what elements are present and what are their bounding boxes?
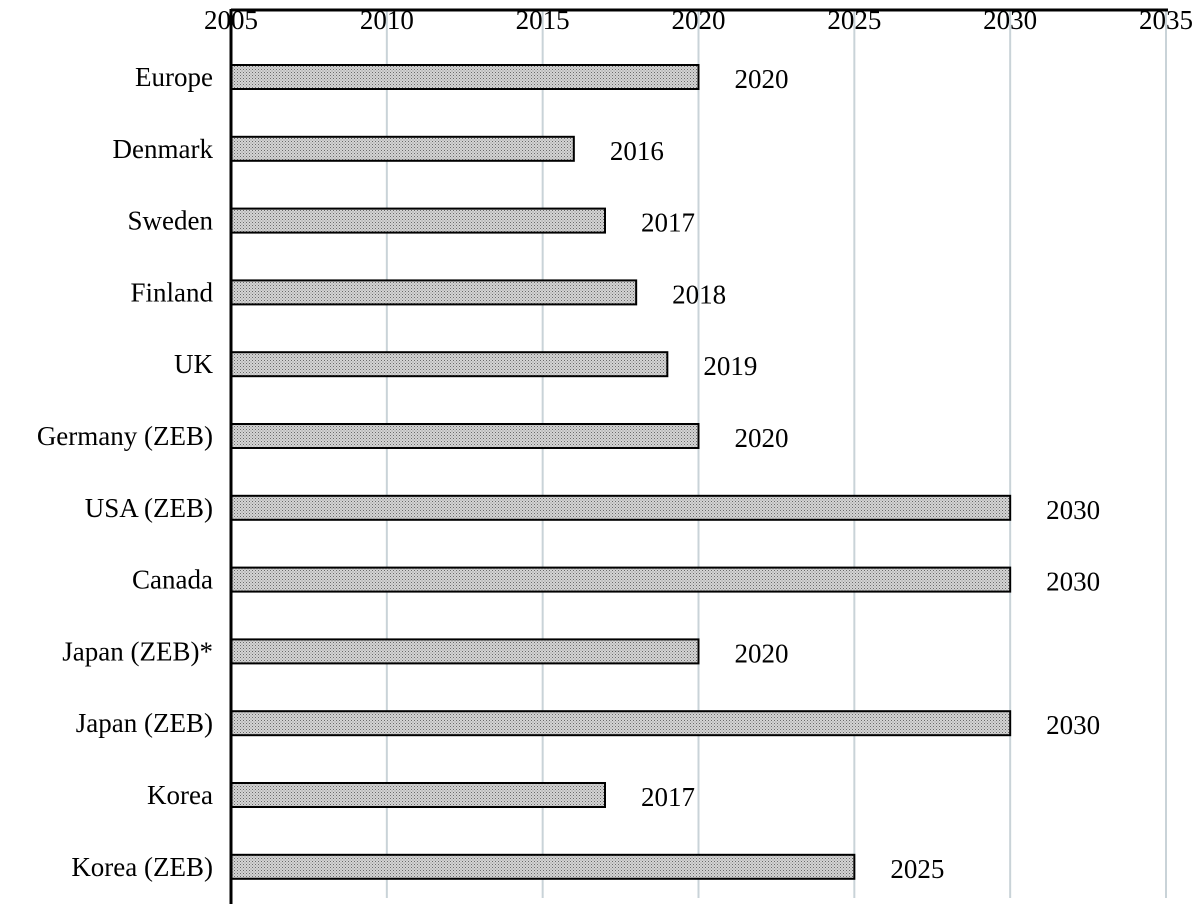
category-label: Sweden: [128, 206, 214, 236]
category-label: Korea: [147, 780, 213, 810]
data-label: 2025: [890, 854, 944, 884]
bar-korea: [230, 782, 606, 808]
category-label: USA (ZEB): [85, 493, 213, 523]
data-label: 2020: [735, 64, 789, 94]
category-label: Canada: [132, 565, 213, 595]
bar-japan-zeb: [230, 710, 1012, 737]
category-label: Germany (ZEB): [37, 421, 213, 451]
bar-denmark: [230, 135, 575, 162]
bar-japan-zeb: [230, 638, 700, 665]
x-tick-label: 2030: [983, 5, 1037, 35]
data-label: 2019: [703, 351, 757, 381]
category-label: Finland: [130, 277, 213, 307]
category-label: Europe: [135, 62, 213, 92]
x-tick-label: 2010: [360, 5, 414, 35]
bar-finland: [230, 279, 638, 306]
x-tick-label: 2025: [827, 5, 881, 35]
data-label: 2016: [610, 136, 664, 166]
axes: [229, 8, 1168, 904]
bar-canada: [230, 566, 1012, 593]
data-label: 2030: [1046, 567, 1100, 597]
x-tick-label: 2005: [204, 5, 258, 35]
bars: [230, 64, 1012, 880]
x-tick-label: 2020: [672, 5, 726, 35]
bar-germany-zeb: [230, 423, 700, 449]
x-tick-labels: 2005 2010 2015 2020 2025 2030 2035: [204, 5, 1193, 35]
bar-korea-zeb: [230, 853, 856, 880]
bar-usa-zeb: [230, 494, 1012, 521]
data-label: 2020: [735, 638, 789, 668]
data-label: 2017: [641, 208, 695, 238]
category-label: Japan (ZEB): [76, 708, 213, 738]
category-label: UK: [174, 349, 213, 379]
category-label: Korea (ZEB): [71, 852, 213, 882]
category-label: Japan (ZEB)*: [62, 636, 213, 666]
bar-europe: [230, 64, 700, 90]
data-label: 2030: [1046, 710, 1100, 740]
category-label: Denmark: [113, 134, 214, 164]
data-label: 2018: [672, 279, 726, 309]
bar-sweden: [230, 207, 606, 234]
data-label: 2030: [1046, 495, 1100, 525]
x-tick-label: 2015: [516, 5, 570, 35]
bar-uk: [230, 351, 669, 378]
data-labels: 2020 2016 2017 2018 2019 2020 2030 2030 2020 2030…: [610, 64, 1100, 884]
x-tick-label: 2035: [1139, 5, 1193, 35]
data-label: 2020: [735, 423, 789, 453]
category-labels: Europe Denmark Sweden Finland UK Germany (ZEB…: [37, 62, 214, 882]
data-label: 2017: [641, 782, 695, 812]
